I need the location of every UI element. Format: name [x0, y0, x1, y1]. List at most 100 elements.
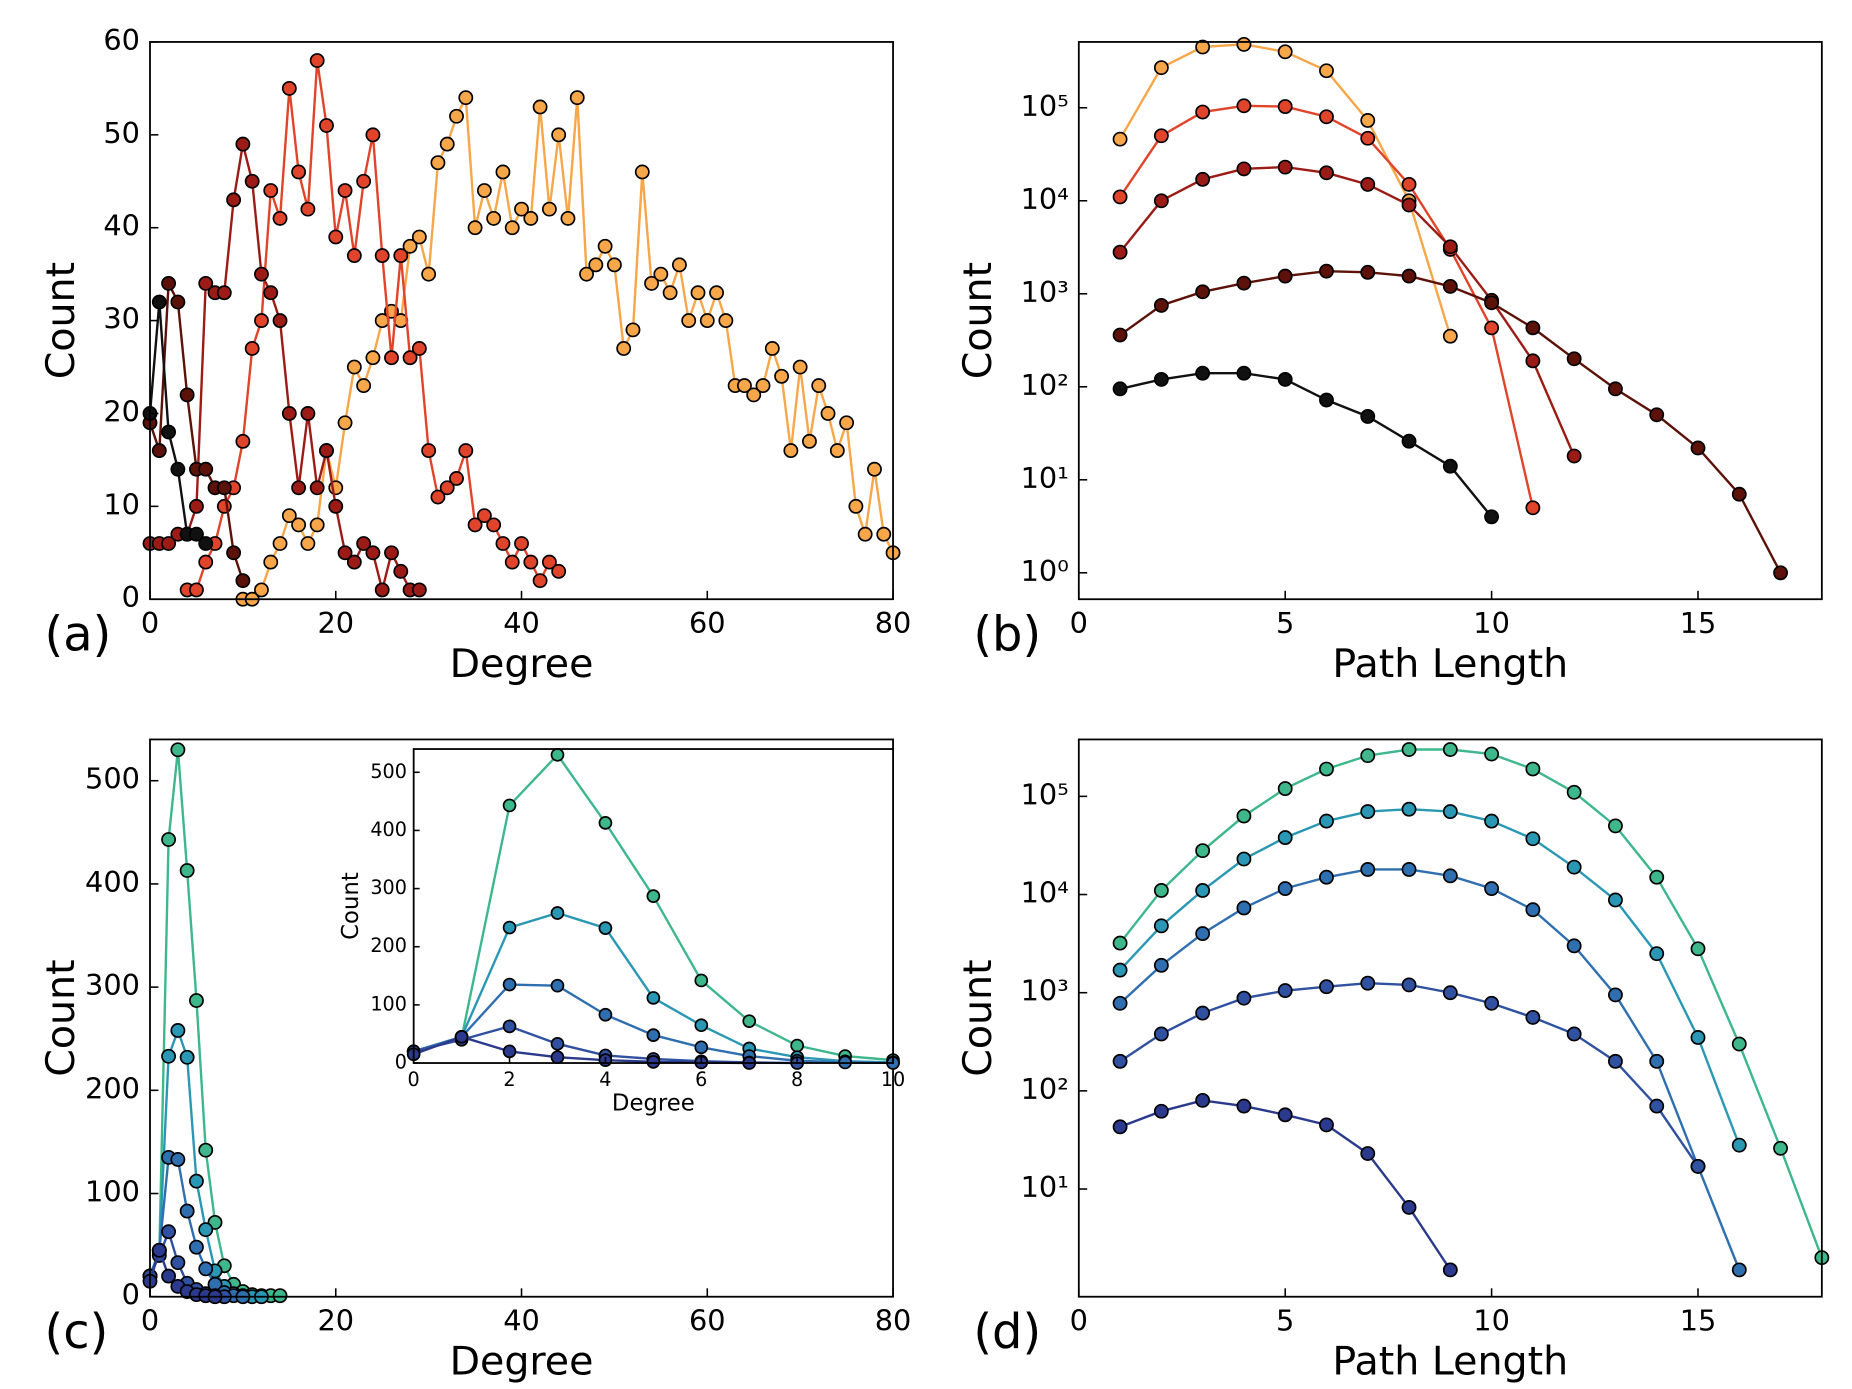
plot-area: [142, 53, 901, 607]
data-point: [346, 248, 362, 263]
data-point: [449, 471, 464, 486]
data-point: [281, 80, 297, 96]
data-point: [876, 526, 892, 542]
y-axis-label: Count: [955, 262, 1001, 379]
data-point: [198, 1142, 214, 1158]
y-tick-label: 500: [370, 760, 407, 783]
data-point: [1442, 1262, 1458, 1278]
y-axis-label: Count: [955, 959, 1001, 1076]
data-point: [1277, 99, 1293, 114]
x-tick-label: 15: [1680, 606, 1717, 640]
data-point: [486, 210, 502, 226]
data-point: [1319, 165, 1334, 181]
data-point: [1649, 1098, 1665, 1114]
data-point: [1484, 746, 1500, 762]
data-point: [1360, 409, 1376, 424]
data-point: [170, 1255, 186, 1271]
x-tick-label: 80: [875, 606, 912, 640]
data-point: [1112, 189, 1128, 205]
data-point: [337, 415, 353, 431]
data-point: [161, 1268, 177, 1284]
data-point: [300, 536, 316, 551]
y-axis-label: Count: [338, 872, 364, 940]
data-point: [1525, 902, 1541, 918]
data-point: [179, 863, 195, 878]
data-point: [1277, 830, 1293, 846]
data-point: [476, 508, 492, 524]
data-point: [504, 554, 520, 570]
data-point: [189, 498, 204, 514]
axes-frame: [1077, 738, 1823, 1298]
data-point: [1112, 995, 1128, 1011]
y-tick-label: 40: [103, 209, 140, 243]
data-point: [1153, 1026, 1169, 1042]
x-tick-label: 10: [1473, 1304, 1510, 1338]
data-point: [170, 1023, 186, 1038]
data-point: [1195, 171, 1211, 187]
data-point: [235, 433, 251, 449]
data-point: [848, 498, 864, 514]
data-point: [1608, 381, 1623, 397]
data-point: [1195, 104, 1211, 120]
data-point: [1277, 1107, 1293, 1123]
data-point: [1649, 407, 1665, 423]
data-point: [170, 294, 186, 310]
data-point: [1566, 938, 1582, 954]
data-point: [291, 164, 307, 180]
data-point: [1690, 1158, 1706, 1174]
data-point: [1112, 1119, 1128, 1135]
data-point: [1195, 843, 1211, 859]
data-point: [281, 406, 297, 421]
data-point: [1236, 365, 1252, 381]
data-point: [550, 1037, 565, 1051]
data-point: [646, 991, 661, 1005]
data-point: [1442, 804, 1458, 819]
data-point: [198, 1261, 214, 1277]
data-point: [1277, 268, 1293, 284]
data-point: [1195, 365, 1211, 381]
data-point: [1319, 1117, 1334, 1133]
data-point: [550, 748, 565, 762]
data-point: [1277, 159, 1293, 175]
data-point: [550, 906, 565, 920]
data-point: [216, 285, 232, 301]
x-tick-label: 0: [1070, 1304, 1088, 1338]
data-point: [1360, 975, 1376, 991]
data-point: [1566, 784, 1582, 800]
data-point: [1277, 983, 1293, 999]
x-tick-label: 60: [689, 606, 726, 640]
data-point: [1566, 448, 1582, 464]
x-tick-label: 60: [689, 1304, 726, 1338]
data-point: [170, 461, 186, 477]
y-tick-label: 30: [103, 302, 140, 336]
data-point: [502, 977, 517, 992]
data-point: [1690, 440, 1706, 456]
data-point: [411, 341, 427, 356]
data-point: [802, 433, 817, 449]
data-point: [151, 294, 167, 310]
data-point: [244, 341, 260, 356]
y-tick-label: 0: [122, 1278, 140, 1312]
data-point: [458, 443, 474, 459]
data-point: [402, 238, 418, 254]
y-tick-label: 400: [85, 865, 140, 899]
data-point: [694, 1040, 709, 1055]
data-point: [1236, 900, 1252, 916]
x-tick-label: 0: [1070, 606, 1088, 640]
data-point: [151, 443, 167, 459]
data-point: [319, 118, 334, 133]
data-point: [1566, 1026, 1582, 1042]
data-point: [1773, 1140, 1788, 1156]
data-point: [467, 517, 483, 533]
data-point: [291, 517, 307, 533]
data-point: [1277, 781, 1293, 797]
data-point: [486, 517, 502, 533]
data-point: [1525, 761, 1541, 777]
data-point: [1153, 1103, 1169, 1119]
data-point: [1195, 926, 1211, 942]
data-point: [1236, 161, 1252, 177]
data-point: [1236, 98, 1252, 114]
y-tick-label: 10⁵: [1021, 89, 1069, 123]
data-point: [541, 201, 557, 217]
data-point: [309, 53, 325, 68]
